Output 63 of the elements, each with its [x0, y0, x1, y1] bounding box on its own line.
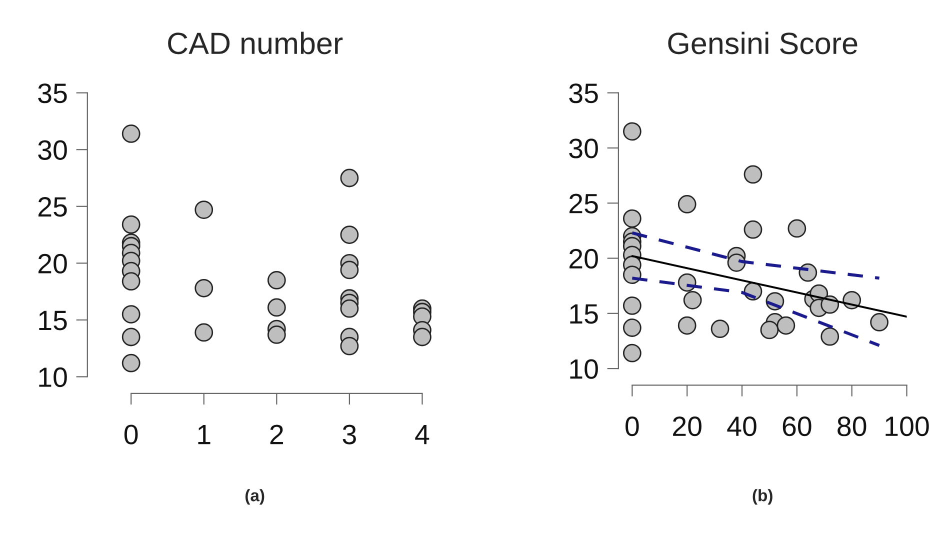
x-tick-label: 80 [838, 416, 866, 436]
point [678, 195, 696, 214]
point [744, 220, 762, 239]
y-tick-label: 35 [569, 83, 598, 104]
x-tick-label: 20 [673, 416, 702, 436]
y-tick-label: 15 [39, 310, 67, 330]
point [340, 299, 359, 318]
point [413, 328, 432, 346]
point [622, 296, 642, 315]
y-tick-label: 10 [39, 367, 67, 388]
point [622, 318, 642, 337]
point [122, 354, 140, 372]
point [267, 271, 286, 290]
y-tick-label: 30 [38, 140, 67, 160]
x-tick-label: 40 [727, 416, 756, 436]
x-tick-label: 1 [198, 424, 210, 444]
text: (a) [245, 489, 264, 505]
point [194, 278, 214, 298]
y-tick-label: 15 [570, 304, 598, 324]
point [744, 165, 762, 184]
chart-title: CAD number [168, 32, 343, 54]
y-tick-label: 30 [569, 138, 598, 158]
point [683, 290, 702, 310]
y-tick-label: 20 [570, 248, 598, 269]
x-tick-label: 60 [782, 416, 812, 436]
y-tick-label: 25 [570, 194, 598, 214]
x-tick-label: 0 [626, 416, 639, 436]
point [122, 305, 140, 324]
point [340, 168, 359, 188]
point [122, 215, 140, 234]
y-tick-label: 25 [38, 197, 67, 217]
point [760, 320, 779, 340]
point [122, 328, 140, 346]
point [122, 272, 140, 291]
point [776, 316, 796, 335]
text: (b) [752, 489, 772, 505]
point [870, 313, 888, 332]
point [710, 320, 730, 338]
x-tick-label: 4 [415, 424, 430, 444]
x-tick-label: 2 [270, 424, 283, 444]
point [194, 200, 214, 219]
x-tick-label: 0 [124, 424, 138, 444]
point [788, 219, 806, 238]
point [622, 122, 642, 141]
point [267, 298, 286, 317]
point [622, 344, 642, 362]
x-tick-label: 100 [886, 416, 929, 436]
point [340, 260, 359, 280]
point [340, 336, 359, 356]
point [194, 323, 214, 342]
chart-title: Gensini Score [668, 32, 858, 54]
point [267, 326, 286, 344]
y-tick-label: 10 [570, 359, 598, 379]
point [622, 266, 642, 284]
y-tick-label: 35 [38, 83, 67, 104]
point [122, 124, 140, 143]
point [622, 209, 642, 228]
point [340, 226, 359, 244]
point [727, 253, 746, 272]
y-tick-label: 20 [38, 254, 67, 274]
x-tick-label: 3 [342, 424, 356, 444]
point [678, 316, 696, 335]
point [820, 327, 840, 346]
